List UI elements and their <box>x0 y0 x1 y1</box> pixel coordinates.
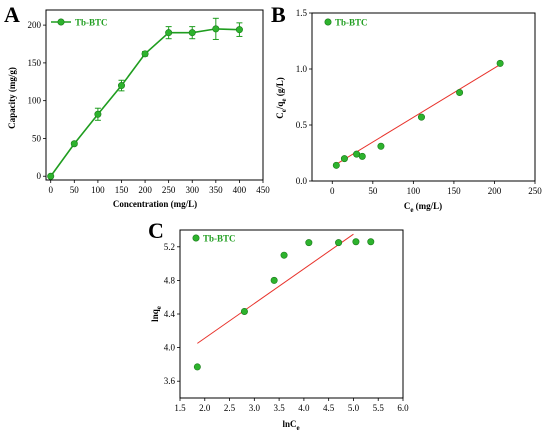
x-tick-label: 200 <box>138 185 152 195</box>
data-point <box>212 25 220 33</box>
legend-c: Tb-BTC <box>192 234 236 244</box>
y-axis-label-c: lnqe <box>150 306 163 322</box>
legend-label-a: Tb-BTC <box>75 18 108 28</box>
data-point <box>188 29 196 37</box>
data-point <box>193 363 201 371</box>
panel-label-a: A <box>4 2 20 27</box>
x-tick-label: 4.5 <box>323 403 335 413</box>
x-tick-label: 2.5 <box>224 403 236 413</box>
y-tick-label: 200 <box>28 20 42 30</box>
data-c <box>193 233 375 371</box>
x-tick-label: 150 <box>447 186 461 196</box>
ticks-c: 1.5 2.0 2.5 3.0 3.5 4.0 4.5 5.0 5.5 6.0 3.6 4.0 4.4 4… <box>164 242 409 413</box>
panel-c: 1.5 2.0 2.5 3.0 3.5 4.0 4.5 5.0 5.5 6.0 3.6 4.0 4.4 4… <box>150 229 409 432</box>
y-axis-label-b: Ce/qe (g/L) <box>275 77 288 118</box>
x-tick-label: 2.0 <box>199 403 211 413</box>
data-a <box>47 17 243 180</box>
data-point <box>367 238 375 246</box>
x-tick-label: 350 <box>209 185 223 195</box>
data-point <box>47 172 55 180</box>
data-point <box>280 251 288 259</box>
x-tick-label: 300 <box>185 185 199 195</box>
data-point <box>235 26 243 34</box>
legend-marker-c <box>192 234 200 242</box>
x-tick-label: 3.0 <box>249 403 261 413</box>
data-point <box>496 59 504 67</box>
y-tick-label: 4.0 <box>164 343 176 353</box>
panel-label-b: B <box>271 2 286 27</box>
data-point <box>352 238 360 246</box>
legend-marker-a <box>57 18 65 26</box>
x-axis-label-b: Ce (mg/L) <box>404 201 442 214</box>
x-tick-label: 0 <box>48 185 53 195</box>
x-tick-label: 250 <box>162 185 176 195</box>
panel-label-c: C <box>148 218 164 243</box>
data-point <box>358 152 366 160</box>
data-b <box>332 59 504 169</box>
data-point <box>335 239 343 247</box>
x-tick-label: 1.5 <box>174 403 186 413</box>
legend-label-b: Tb-BTC <box>335 18 368 28</box>
fit-line <box>336 64 501 165</box>
ticks-a: 0 50 100 150 200 250 300 350 400 450 0 50 100 150 200 <box>28 20 271 195</box>
x-axis-label-c: lnCe <box>282 419 299 432</box>
x-axis-label-a: Concentration (mg/L) <box>113 199 197 209</box>
legend-marker-b <box>324 18 332 26</box>
panel-a: 0 50 100 150 200 250 300 350 400 450050100150200 … <box>7 9 271 209</box>
x-tick-label: 0 <box>330 186 335 196</box>
data-point <box>94 110 102 118</box>
y-tick-label: 4.8 <box>164 275 176 285</box>
y-tick-label: 150 <box>28 58 42 68</box>
data-point <box>417 113 425 121</box>
data-point <box>332 161 340 169</box>
x-tick-label: 6.0 <box>397 403 409 413</box>
x-tick-label: 450 <box>256 185 270 195</box>
data-point <box>240 307 248 315</box>
y-tick-label: 100 <box>28 96 42 106</box>
data-point <box>270 276 278 284</box>
x-tick-label: 50 <box>368 186 378 196</box>
x-tick-label: 200 <box>488 186 502 196</box>
x-tick-label: 4.0 <box>298 403 310 413</box>
x-tick-label: 5.0 <box>348 403 360 413</box>
ticks-b: 0 50 100 150 200 250 0.0 0.5 1.0 1.5 <box>296 8 543 196</box>
y-tick-label: 0.5 <box>296 120 308 130</box>
data-point <box>165 29 173 37</box>
legend-label-c: Tb-BTC <box>203 234 236 244</box>
x-tick-label: 50 <box>70 185 80 195</box>
y-tick-label: 4.4 <box>164 309 176 319</box>
x-tick-label: 3.5 <box>273 403 285 413</box>
x-tick-label: 250 <box>528 186 542 196</box>
y-tick-label: 0 <box>37 171 42 181</box>
data-point <box>117 82 125 90</box>
data-point <box>456 89 464 97</box>
data-point <box>340 155 348 163</box>
x-tick-label: 150 <box>115 185 129 195</box>
plot-frame-c <box>179 229 404 399</box>
y-tick-label: 50 <box>32 133 42 143</box>
x-tick-label: 5.5 <box>373 403 385 413</box>
legend-b: Tb-BTC <box>324 18 368 28</box>
data-point <box>70 140 78 148</box>
y-tick-label: 5.2 <box>164 242 175 252</box>
x-tick-label: 400 <box>233 185 247 195</box>
y-axis-label-a: Capacity (mg/g) <box>7 67 17 129</box>
x-tick-label: 100 <box>407 186 421 196</box>
legend-a: Tb-BTC <box>51 18 108 28</box>
data-point <box>305 239 313 247</box>
data-point <box>141 50 149 58</box>
x-tick-label: 100 <box>91 185 105 195</box>
y-tick-label: 1.5 <box>296 8 308 18</box>
y-tick-label: 0.0 <box>296 176 308 186</box>
fit-line <box>197 233 354 344</box>
panel-b: 0 50 100 150 200 250 0.0 0.5 1.0 1.5 Tb-BTC Ce (m… <box>275 8 542 214</box>
y-tick-label: 3.6 <box>164 376 176 386</box>
data-point <box>377 142 385 150</box>
y-tick-label: 1.0 <box>296 64 308 74</box>
plot-frame-b <box>311 12 536 182</box>
plot-frame-a <box>45 9 264 181</box>
